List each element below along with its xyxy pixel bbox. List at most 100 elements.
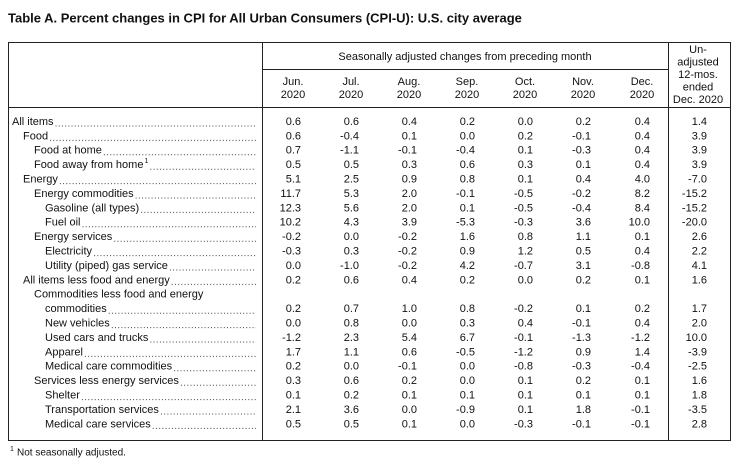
cell-value: -0.4 <box>631 361 650 373</box>
cell-value: 0.5 <box>344 418 359 430</box>
cell-value: 1.1 <box>344 346 359 358</box>
cell-value: -0.1 <box>572 130 591 142</box>
cell-value: 0.2 <box>576 375 591 387</box>
column-header: 2020 <box>513 89 537 101</box>
row-label: Shelter <box>45 390 80 402</box>
row-label: Fuel oil <box>45 217 80 229</box>
row-label: All items <box>12 116 54 128</box>
cell-value: 0.2 <box>518 130 533 142</box>
cell-value: 0.2 <box>286 361 301 373</box>
column-header: adjusted <box>677 56 719 68</box>
cell-value: -0.1 <box>456 188 475 200</box>
cell-value: 0.5 <box>576 246 591 258</box>
group-header: Seasonally adjusted changes from precedi… <box>338 51 591 63</box>
cell-value: 0.4 <box>518 318 533 330</box>
cell-value: 0.3 <box>402 159 417 171</box>
cell-value: 8.2 <box>635 188 650 200</box>
column-header: 2020 <box>455 89 479 101</box>
cell-value: 0.8 <box>344 318 359 330</box>
cell-value: -0.1 <box>572 418 591 430</box>
cell-value: 0.1 <box>576 159 591 171</box>
cell-value: 1.6 <box>692 274 707 286</box>
cell-value: 0.7 <box>286 145 301 157</box>
cell-value: 2.0 <box>402 202 417 214</box>
cell-value: -7.0 <box>688 174 707 186</box>
cell-value: 3.9 <box>692 145 707 157</box>
row-label: Gasoline (all types) <box>45 202 139 214</box>
cell-value: 2.3 <box>344 332 359 344</box>
cell-value: 0.1 <box>402 130 417 142</box>
cell-value: 0.5 <box>286 159 301 171</box>
cell-value: 1.8 <box>692 390 707 402</box>
row-label: Energy services <box>34 231 113 243</box>
cell-value: 0.8 <box>518 231 533 243</box>
cell-value: 0.9 <box>576 346 591 358</box>
cell-value: 1.7 <box>692 303 707 315</box>
cell-value: 0.3 <box>344 246 359 258</box>
cell-value: 0.5 <box>286 418 301 430</box>
cell-value: 0.5 <box>344 159 359 171</box>
cell-value: -0.2 <box>398 246 417 258</box>
cell-value: 1.4 <box>692 116 707 128</box>
cell-value: 3.9 <box>692 130 707 142</box>
row-label: Food at home <box>34 145 102 157</box>
cell-value: -0.3 <box>514 217 533 229</box>
cell-value: -0.2 <box>282 231 301 243</box>
cell-value: 2.6 <box>692 231 707 243</box>
cell-value: 0.0 <box>460 375 475 387</box>
cell-value: 0.2 <box>460 116 475 128</box>
cell-value: 0.0 <box>460 418 475 430</box>
column-header: Oct. <box>515 76 535 88</box>
cell-value: 0.1 <box>635 390 650 402</box>
cell-value: 4.1 <box>692 260 707 272</box>
cell-value: 0.9 <box>402 174 417 186</box>
cell-value: 0.0 <box>460 130 475 142</box>
row-label: All items less food and energy <box>23 274 170 286</box>
cell-value: 0.9 <box>460 246 475 258</box>
cell-value: -0.8 <box>631 260 650 272</box>
column-header: 2020 <box>630 89 654 101</box>
cell-value: 10.0 <box>629 217 650 229</box>
cell-value: 0.6 <box>286 130 301 142</box>
cell-value: -0.5 <box>456 346 475 358</box>
cell-value: 0.4 <box>635 159 650 171</box>
row-label: Medical care services <box>45 418 151 430</box>
cell-value: 1.0 <box>402 303 417 315</box>
cell-value: 6.7 <box>460 332 475 344</box>
cell-value: 0.6 <box>402 346 417 358</box>
cell-value: 10.0 <box>686 332 707 344</box>
cell-value: -1.2 <box>631 332 650 344</box>
cell-value: -20.0 <box>682 217 707 229</box>
cell-value: -3.5 <box>688 404 707 416</box>
cell-value: 0.0 <box>518 274 533 286</box>
cell-value: 0.1 <box>518 390 533 402</box>
cell-value: 0.1 <box>635 231 650 243</box>
row-label: New vehicles <box>45 318 110 330</box>
cell-value: 0.1 <box>518 404 533 416</box>
cell-value: 1.7 <box>286 346 301 358</box>
cell-value: 0.0 <box>460 361 475 373</box>
row-label: Commodities less food and energy <box>34 289 204 301</box>
cell-value: 2.8 <box>692 418 707 430</box>
row-label: Utility (piped) gas service <box>45 260 168 272</box>
cell-value: 0.6 <box>344 116 359 128</box>
column-header: Aug. <box>398 76 421 88</box>
row-label: Medical care commodities <box>45 361 173 373</box>
cell-value: 0.0 <box>344 231 359 243</box>
cell-value: 0.2 <box>286 274 301 286</box>
cell-value: 1.6 <box>460 231 475 243</box>
cell-value: 3.9 <box>402 217 417 229</box>
cell-value: -1.2 <box>514 346 533 358</box>
cell-value: 0.1 <box>576 390 591 402</box>
cell-value: -0.9 <box>456 404 475 416</box>
cell-value: 11.7 <box>280 188 301 200</box>
cell-value: 3.6 <box>576 217 591 229</box>
cell-value: 0.4 <box>402 116 417 128</box>
column-header: ended <box>683 81 714 93</box>
cell-value: 2.0 <box>692 318 707 330</box>
cell-value: 0.1 <box>402 418 417 430</box>
cell-value: 5.1 <box>286 174 301 186</box>
cell-value: -1.2 <box>282 332 301 344</box>
cell-value: -0.8 <box>514 361 533 373</box>
